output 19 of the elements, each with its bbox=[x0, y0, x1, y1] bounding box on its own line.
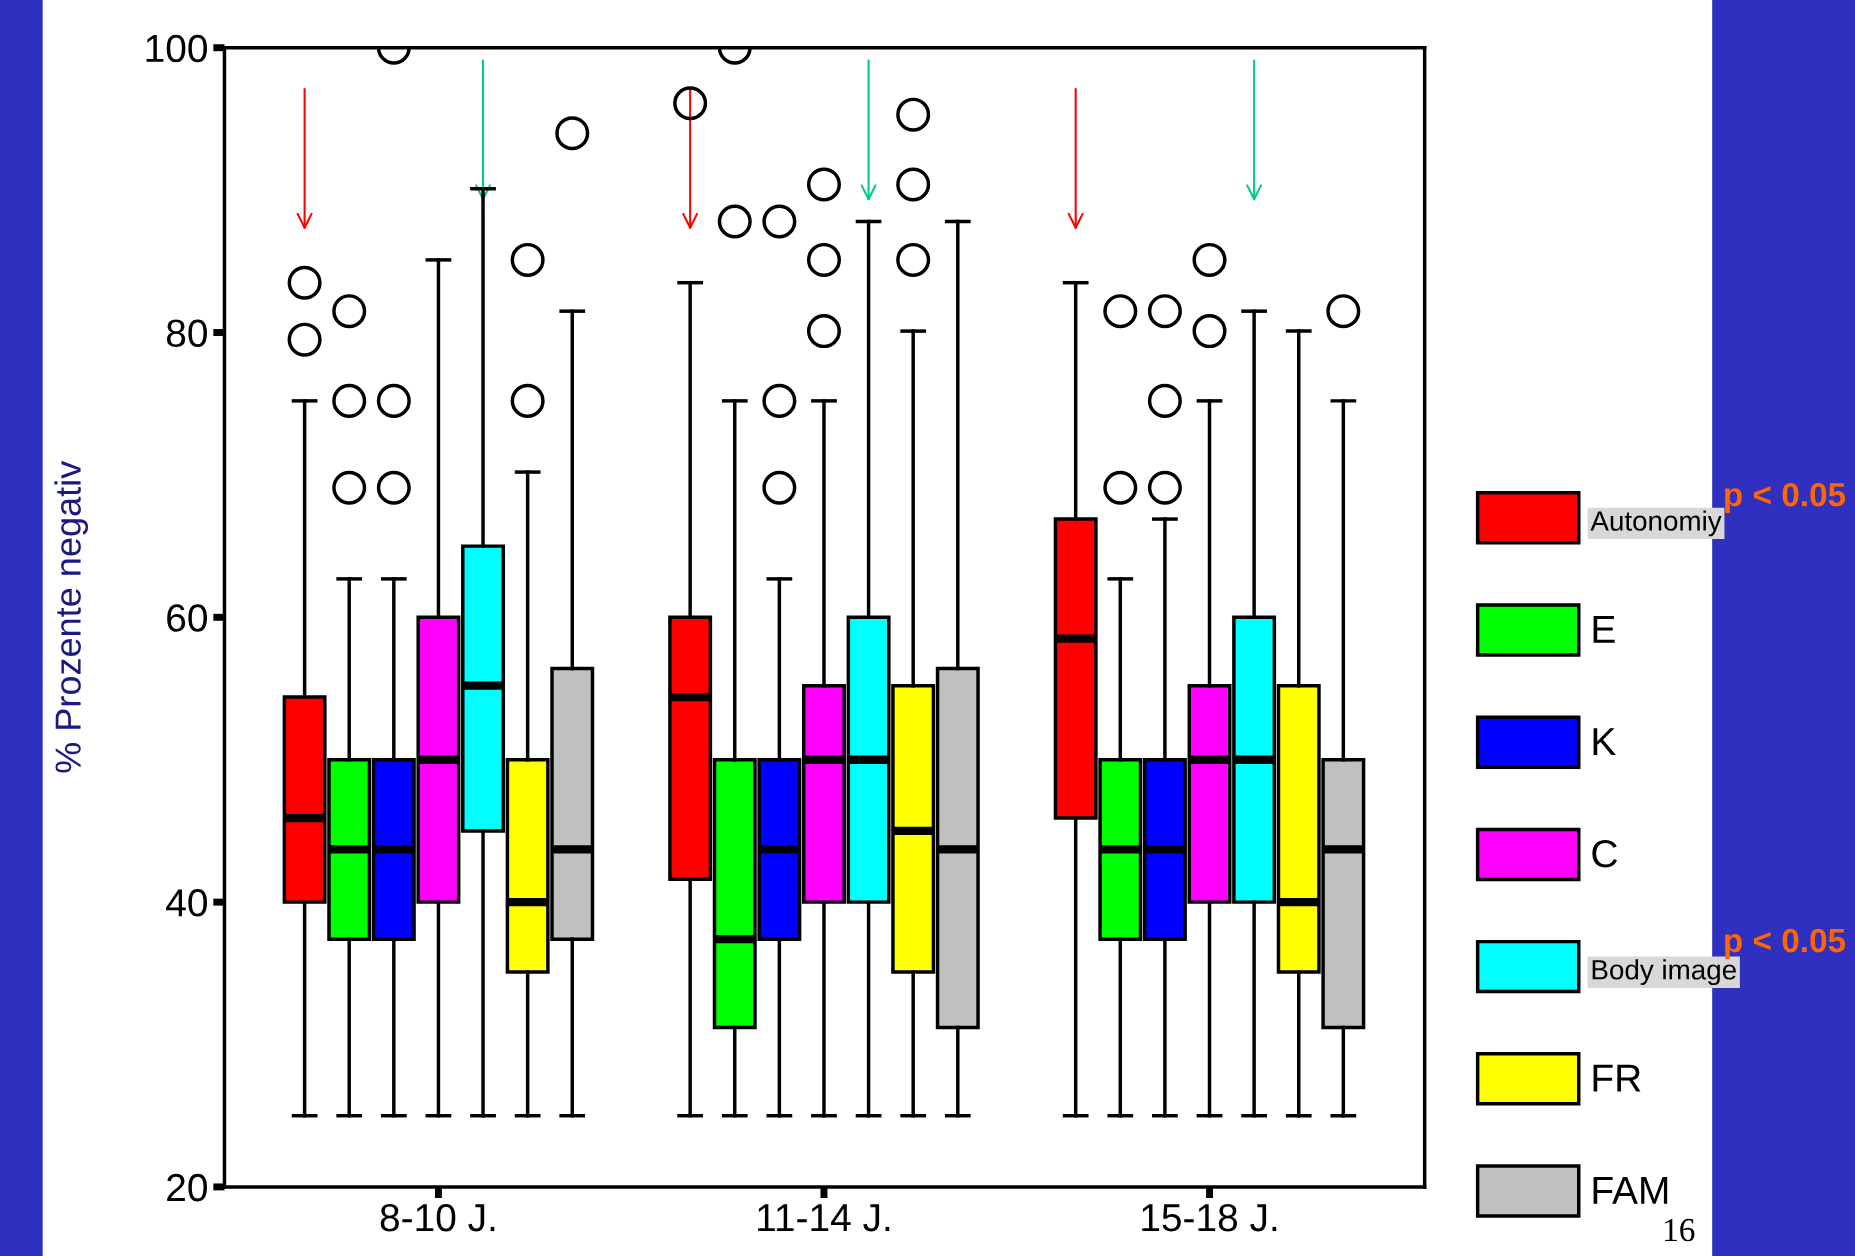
text: p < 0.05 bbox=[1725, 928, 1846, 959]
y-axis-title: % Prozente negativ bbox=[54, 460, 89, 773]
legend-label: C bbox=[1592, 839, 1618, 868]
legend-label: K bbox=[1593, 728, 1616, 755]
legend-label: FAM bbox=[1593, 1176, 1668, 1204]
y-tick-label: 40 bbox=[166, 889, 207, 917]
legend-label: Autonomiy bbox=[1590, 510, 1722, 537]
y-tick-label: 60 bbox=[167, 604, 207, 632]
y-tick-label: 20 bbox=[167, 1173, 207, 1202]
legend-label: E bbox=[1593, 616, 1615, 643]
text: 16 bbox=[1665, 1218, 1695, 1242]
text: p < 0.05 bbox=[1725, 482, 1846, 514]
x-tick-label: 11-14 J. bbox=[758, 1204, 890, 1232]
legend-label: FR bbox=[1593, 1064, 1641, 1092]
y-tick-label: 80 bbox=[166, 319, 207, 347]
y-tick-label: 100 bbox=[146, 34, 207, 63]
legend-label: Body image bbox=[1592, 959, 1736, 986]
x-tick-label: 8-10 J. bbox=[380, 1203, 495, 1232]
x-tick-label: 15-18 J. bbox=[1142, 1203, 1277, 1232]
